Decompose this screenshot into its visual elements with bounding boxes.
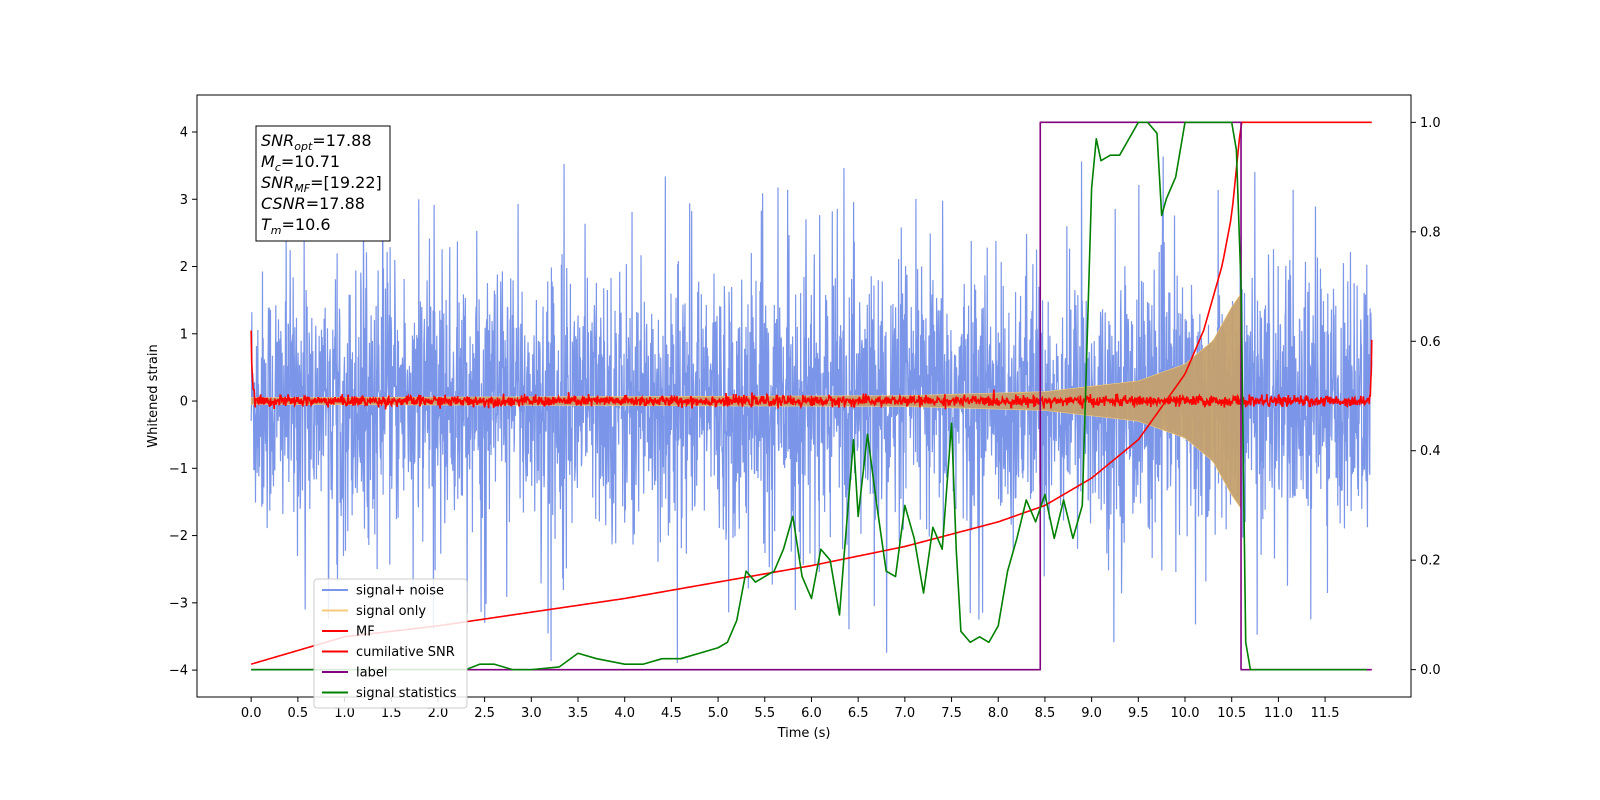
legend-label: cumilative SNR [356, 645, 455, 660]
x-tick-label: 0.5 [288, 706, 309, 721]
x-tick-label: 10.5 [1217, 706, 1246, 721]
x-tick-label: 7.5 [941, 706, 962, 721]
x-axis: 0.0 0.5 1.0 1.5 2.0 2.5 3.0 3.5 4.0 4.5 5.0 5.5 6.0 6… [241, 697, 1340, 721]
annotation-value: =[19.22] [310, 173, 382, 192]
y2-axis: 1.0 0.8 0.6 0.4 0.2 0.0 [1411, 116, 1441, 678]
annotation-line: SNRMF=[19.22] [261, 173, 382, 195]
annotation-frame [255, 125, 391, 242]
y2-tick-label: 1.0 [1420, 116, 1441, 131]
y2-tick-label: 0.2 [1420, 554, 1441, 569]
x-tick-label: 11.0 [1264, 706, 1293, 721]
x-tick-label: 3.0 [521, 706, 542, 721]
y-tick-label: 3 [180, 193, 188, 208]
x-tick-label: 9.5 [1128, 706, 1149, 721]
annotation-symbol: SNR [261, 173, 294, 192]
annotation-symbol: T [261, 215, 272, 234]
legend-label: label [356, 666, 387, 681]
annotation-value: =17.88 [306, 194, 365, 213]
x-tick-label: 1.0 [334, 706, 355, 721]
y-tick-label: −2 [169, 529, 188, 544]
x-tick-label: 2.5 [474, 706, 495, 721]
x-axis-title: Time (s) [777, 726, 831, 741]
x-tick-label: 3.5 [568, 706, 589, 721]
x-tick-label: 10.0 [1171, 706, 1200, 721]
y2-tick-label: 0.8 [1420, 225, 1441, 240]
legend-label: signal statistics [356, 686, 457, 701]
x-tick-label: 5.0 [708, 706, 729, 721]
annotation-line: Tm=10.6 [261, 215, 331, 237]
y-tick-label: 2 [180, 260, 188, 275]
x-tick-label: 7.0 [895, 706, 916, 721]
annotation-line: CSNR=17.88 [261, 194, 365, 213]
annotation-subscript: c [275, 161, 281, 174]
series-signal-statistics [251, 121, 1368, 671]
x-tick-label: 4.0 [614, 706, 635, 721]
annotation-line: Mc=10.71 [261, 152, 340, 174]
axes-frame [196, 94, 1412, 698]
annotation-symbol: SNR [261, 131, 294, 150]
annotation-subscript: m [271, 224, 282, 237]
y2-tick-label: 0.4 [1420, 444, 1441, 459]
annotation-subscript: opt [294, 140, 313, 153]
y-tick-label: 1 [180, 327, 188, 342]
annotation-value: =10.6 [282, 215, 331, 234]
y-tick-label: 4 [180, 125, 188, 140]
annotation-symbol: M [261, 152, 275, 171]
legend-label: signal+ noise [356, 584, 444, 599]
x-tick-label: 8.0 [988, 706, 1009, 721]
annotation-subscript: MF [294, 182, 310, 195]
annotation-value: =10.71 [281, 152, 340, 171]
legend-label: signal only [356, 604, 426, 619]
plot-area [250, 121, 1373, 671]
y-tick-label: −4 [169, 664, 188, 679]
legend: signal+ noise signal only MF cumilative SNR… [313, 578, 468, 709]
legend-frame [313, 578, 468, 709]
y-tick-label: −1 [169, 462, 188, 477]
annotation-value: =17.88 [312, 131, 371, 150]
x-tick-label: 9.0 [1081, 706, 1102, 721]
y2-tick-label: 0.0 [1420, 663, 1441, 678]
x-tick-label: 4.5 [661, 706, 682, 721]
annotation-box: SNRopt=17.88Mc=10.71SNRMF=[19.22]CSNR=17… [255, 125, 391, 242]
series-mf [250, 330, 1373, 410]
x-tick-label: 8.5 [1035, 706, 1056, 721]
x-tick-label: 6.0 [801, 706, 822, 721]
x-tick-label: 1.5 [381, 706, 402, 721]
annotation-symbol: CSNR [261, 194, 306, 213]
x-tick-label: 5.5 [754, 706, 775, 721]
y-axis-title: Whitened strain [146, 344, 161, 447]
y-tick-label: 0 [180, 395, 188, 410]
y2-tick-label: 0.6 [1420, 335, 1441, 350]
legend-label: MF [356, 625, 375, 640]
x-tick-label: 0.0 [241, 706, 262, 721]
y-tick-label: −3 [169, 596, 188, 611]
y-axis: 4 3 2 1 0 −1 −2 −3 −4 [169, 125, 197, 679]
annotation-line: SNRopt=17.88 [261, 131, 372, 153]
x-tick-label: 6.5 [848, 706, 869, 721]
x-tick-label: 11.5 [1311, 706, 1340, 721]
x-tick-label: 2.0 [428, 706, 449, 721]
series-signal-noise [250, 141, 1373, 664]
